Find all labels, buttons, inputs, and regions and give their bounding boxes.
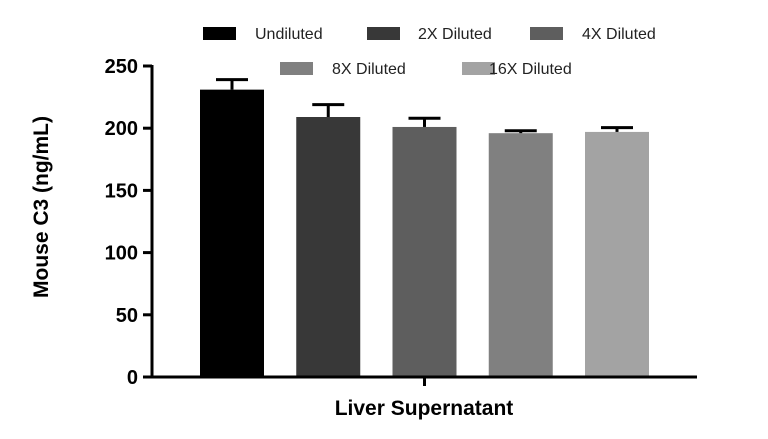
bar-undiluted bbox=[200, 89, 264, 378]
legend-item-16x-diluted: 16X Diluted bbox=[462, 61, 572, 78]
error-bars bbox=[216, 78, 633, 134]
error-bar-16x-diluted bbox=[601, 126, 633, 132]
y-tick-label: 200 bbox=[105, 118, 138, 140]
bar-2x-diluted bbox=[296, 117, 361, 377]
legend-label: 8X Diluted bbox=[332, 61, 406, 78]
legend-item-undiluted: Undiluted bbox=[203, 26, 323, 43]
bar-4x-diluted bbox=[392, 126, 457, 378]
y-axis-title: Mouse C3 (ng/mL) bbox=[30, 116, 53, 298]
legend-label: Undiluted bbox=[255, 26, 323, 43]
legend-swatch bbox=[280, 62, 313, 75]
legend-swatch bbox=[203, 27, 236, 40]
bar-8x-diluted bbox=[488, 133, 553, 377]
bar-16x-diluted bbox=[585, 131, 649, 377]
legend-label: 2X Diluted bbox=[418, 26, 492, 43]
y-tick-label: 100 bbox=[105, 243, 138, 265]
error-bar-2x-diluted bbox=[312, 103, 345, 118]
legend-label: 16X Diluted bbox=[489, 61, 572, 78]
y-axis: 0 50 100 150 200 250 bbox=[105, 56, 154, 389]
y-tick-label: 50 bbox=[116, 305, 138, 327]
error-bar-4x-diluted bbox=[408, 116, 441, 127]
x-axis bbox=[150, 375, 697, 386]
legend-item-8x-diluted: 8X Diluted bbox=[280, 61, 406, 78]
bars bbox=[200, 89, 649, 378]
legend-swatch bbox=[367, 27, 400, 40]
legend-label: 4X Diluted bbox=[582, 26, 656, 43]
legend-swatch bbox=[530, 27, 563, 40]
y-tick-label: 150 bbox=[105, 180, 138, 202]
legend: Undiluted 2X Diluted 4X Diluted 8X Diluted 1… bbox=[203, 26, 656, 78]
legend-swatch bbox=[462, 62, 495, 75]
legend-item-4x-diluted: 4X Diluted bbox=[530, 26, 656, 43]
x-axis-title: Liver Supernatant bbox=[335, 397, 514, 420]
error-bar-undiluted bbox=[216, 78, 248, 90]
error-bar-8x-diluted bbox=[504, 129, 537, 134]
y-tick-label: 250 bbox=[105, 56, 138, 78]
legend-item-2x-diluted: 2X Diluted bbox=[367, 26, 492, 43]
y-tick-label: 0 bbox=[127, 367, 138, 389]
